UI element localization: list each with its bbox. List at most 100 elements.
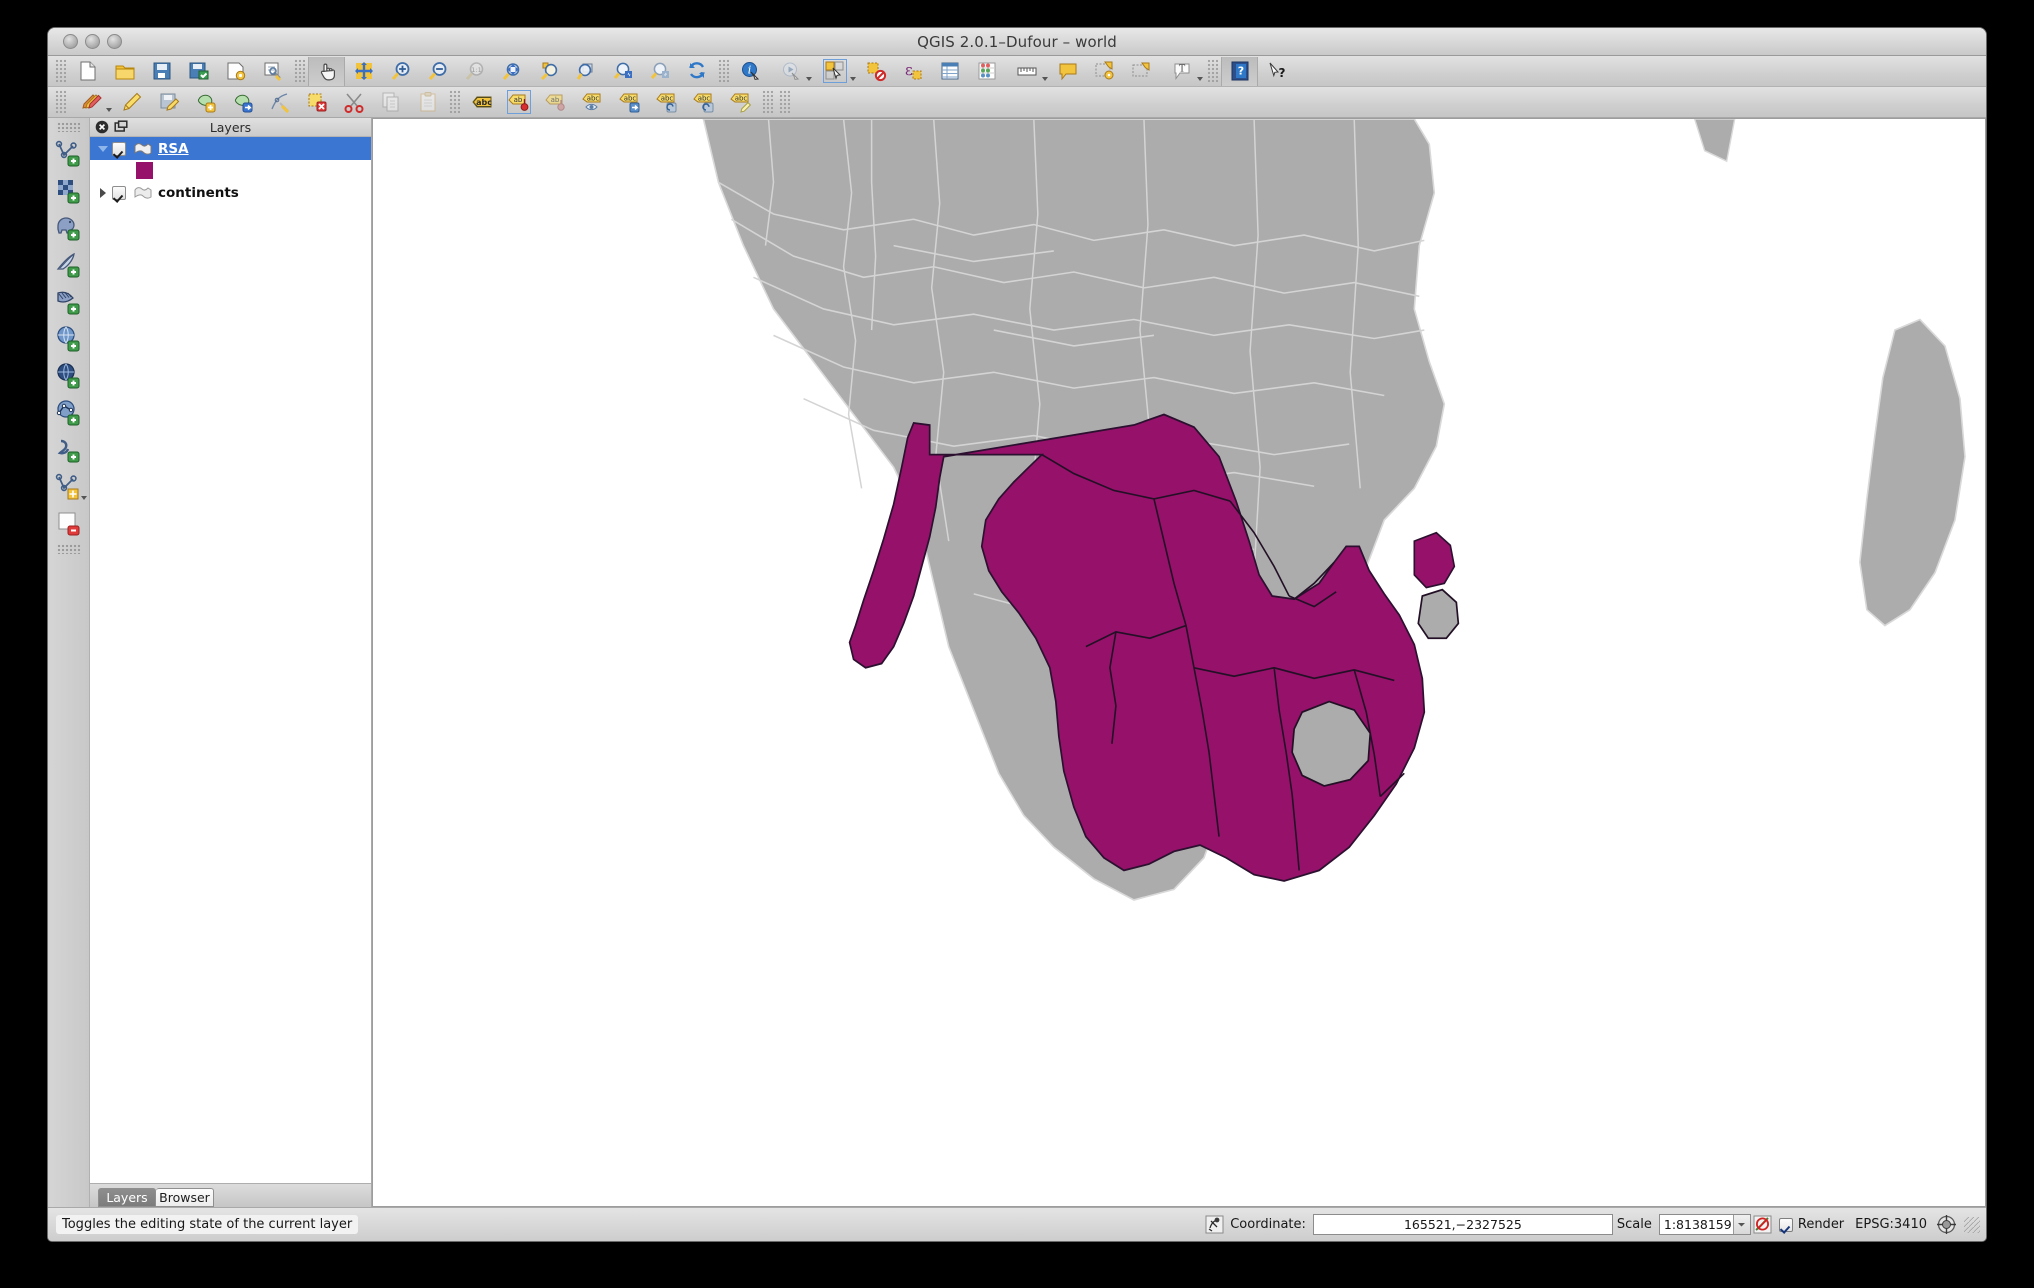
- toolbar-grip[interactable]: [294, 59, 305, 83]
- zoom-to-selection-icon[interactable]: [530, 57, 567, 86]
- map-canvas[interactable]: [372, 118, 1986, 1207]
- rotate-label-icon[interactable]: abc: [648, 88, 685, 117]
- refresh-icon[interactable]: [678, 57, 715, 86]
- chevron-down-icon[interactable]: [1197, 76, 1203, 81]
- chevron-down-icon[interactable]: [80, 496, 87, 500]
- new-project-icon[interactable]: [69, 57, 106, 86]
- toolbar-grip[interactable]: [56, 122, 81, 132]
- chevron-down-icon[interactable]: [1042, 76, 1048, 81]
- add-vector-layer-icon[interactable]: [50, 135, 88, 172]
- tab-browser[interactable]: Browser: [156, 1188, 214, 1207]
- whats-this-icon[interactable]: ?: [1258, 57, 1295, 86]
- undock-icon[interactable]: [113, 120, 128, 135]
- label-tool-icon[interactable]: abc: [463, 88, 500, 117]
- select-features-icon[interactable]: [813, 57, 857, 86]
- zoom-in-icon[interactable]: [382, 57, 419, 86]
- open-project-icon[interactable]: [106, 57, 143, 86]
- chevron-down-icon[interactable]: [106, 107, 112, 112]
- chevron-down-icon[interactable]: [850, 76, 856, 81]
- show-hide-labels-icon[interactable]: abc: [574, 88, 611, 117]
- layer-tree-item-continents[interactable]: continents: [90, 181, 371, 204]
- toolbar-grip[interactable]: [449, 90, 460, 114]
- add-wms-layer-icon[interactable]: [50, 320, 88, 357]
- move-feature-icon[interactable]: [224, 88, 261, 117]
- current-edits-icon[interactable]: [69, 88, 113, 117]
- open-attribute-table-icon[interactable]: [931, 57, 968, 86]
- run-feature-action-icon[interactable]: [769, 57, 813, 86]
- new-print-composer-icon[interactable]: [217, 57, 254, 86]
- save-project-icon[interactable]: [143, 57, 180, 86]
- node-tool-icon[interactable]: [261, 88, 298, 117]
- close-window-button[interactable]: [63, 34, 78, 49]
- paste-features-icon[interactable]: [409, 88, 446, 117]
- expand-expander-icon[interactable]: [94, 187, 112, 198]
- new-bookmark-icon[interactable]: [1086, 57, 1123, 86]
- pin-labels-icon[interactable]: ab: [500, 88, 537, 117]
- zoom-window-button[interactable]: [107, 34, 122, 49]
- zoom-full-icon[interactable]: [493, 57, 530, 86]
- layer-visibility-checkbox[interactable]: [112, 185, 126, 200]
- pan-to-selection-icon[interactable]: [345, 57, 382, 86]
- layer-tree[interactable]: RSA continents: [90, 137, 371, 1183]
- cut-features-icon[interactable]: [335, 88, 372, 117]
- zoom-to-layer-icon[interactable]: [567, 57, 604, 86]
- measure-line-icon[interactable]: [1005, 57, 1049, 86]
- crs-label[interactable]: EPSG:3410: [1855, 1217, 1927, 1232]
- crs-status-icon[interactable]: [1934, 1213, 1958, 1237]
- remove-layer-icon[interactable]: [50, 505, 88, 542]
- pan-map-icon[interactable]: [308, 56, 345, 86]
- deselect-features-icon[interactable]: [857, 57, 894, 86]
- layer-tree-item-rsa[interactable]: RSA: [90, 137, 371, 160]
- zoom-next-icon[interactable]: [641, 57, 678, 86]
- toolbar-grip[interactable]: [55, 59, 66, 83]
- tab-layers[interactable]: Layers: [98, 1188, 156, 1207]
- chevron-down-icon[interactable]: [806, 76, 812, 81]
- add-spatialite-layer-icon[interactable]: [50, 246, 88, 283]
- toolbar-grip[interactable]: [779, 90, 790, 114]
- save-layer-edits-icon[interactable]: [150, 88, 187, 117]
- add-feature-icon[interactable]: [187, 88, 224, 117]
- add-raster-layer-icon[interactable]: [50, 172, 88, 209]
- add-mssql-layer-icon[interactable]: [50, 283, 88, 320]
- render-checkbox[interactable]: [1778, 1217, 1793, 1232]
- resize-grip[interactable]: [1964, 1216, 1980, 1233]
- close-icon[interactable]: [94, 120, 109, 135]
- scale-combobox[interactable]: 1:8138159: [1658, 1214, 1751, 1235]
- move-label-icon[interactable]: abc: [611, 88, 648, 117]
- identify-features-icon[interactable]: i: [732, 57, 769, 86]
- toolbar-grip[interactable]: [718, 59, 729, 83]
- layer-visibility-checkbox[interactable]: [112, 141, 126, 156]
- toolbar-grip[interactable]: [56, 544, 81, 554]
- minimize-window-button[interactable]: [85, 34, 100, 49]
- highlight-pinned-labels-icon[interactable]: ab: [537, 88, 574, 117]
- help-contents-icon[interactable]: ?: [1221, 56, 1258, 86]
- coordinate-input[interactable]: 165521,−2327525: [1312, 1214, 1613, 1235]
- show-bookmarks-icon[interactable]: [1123, 57, 1160, 86]
- stop-rendering-icon[interactable]: [1751, 1213, 1775, 1237]
- add-delimited-text-layer-icon[interactable]: [50, 431, 88, 468]
- change-label-properties-icon[interactable]: abc: [722, 88, 759, 117]
- add-wfs-layer-icon[interactable]: [50, 394, 88, 431]
- toggle-editing-icon[interactable]: [113, 88, 150, 117]
- statistical-summary-icon[interactable]: [968, 57, 1005, 86]
- add-wcs-layer-icon[interactable]: [50, 357, 88, 394]
- save-project-as-icon[interactable]: [180, 57, 217, 86]
- toolbar-grip[interactable]: [1207, 59, 1218, 83]
- change-label-icon[interactable]: abc: [685, 88, 722, 117]
- map-tips-icon[interactable]: [1049, 57, 1086, 86]
- zoom-out-icon[interactable]: [419, 57, 456, 86]
- add-postgis-layer-icon[interactable]: [50, 209, 88, 246]
- toolbar-grip[interactable]: [762, 90, 773, 114]
- new-shapefile-layer-icon[interactable]: [50, 468, 88, 505]
- collapse-expander-icon[interactable]: [94, 145, 112, 152]
- text-annotation-icon[interactable]: T: [1160, 57, 1204, 86]
- composer-manager-icon[interactable]: [254, 57, 291, 86]
- copy-features-icon[interactable]: [372, 88, 409, 117]
- coordinate-capture-icon[interactable]: [1202, 1213, 1226, 1237]
- toolbar-grip[interactable]: [55, 90, 66, 114]
- zoom-last-icon[interactable]: [604, 57, 641, 86]
- select-by-expression-icon[interactable]: ε: [894, 57, 931, 86]
- chevron-down-icon[interactable]: [1732, 1215, 1750, 1234]
- zoom-actual-size-icon[interactable]: 1:1: [456, 57, 493, 86]
- delete-selected-icon[interactable]: [298, 88, 335, 117]
